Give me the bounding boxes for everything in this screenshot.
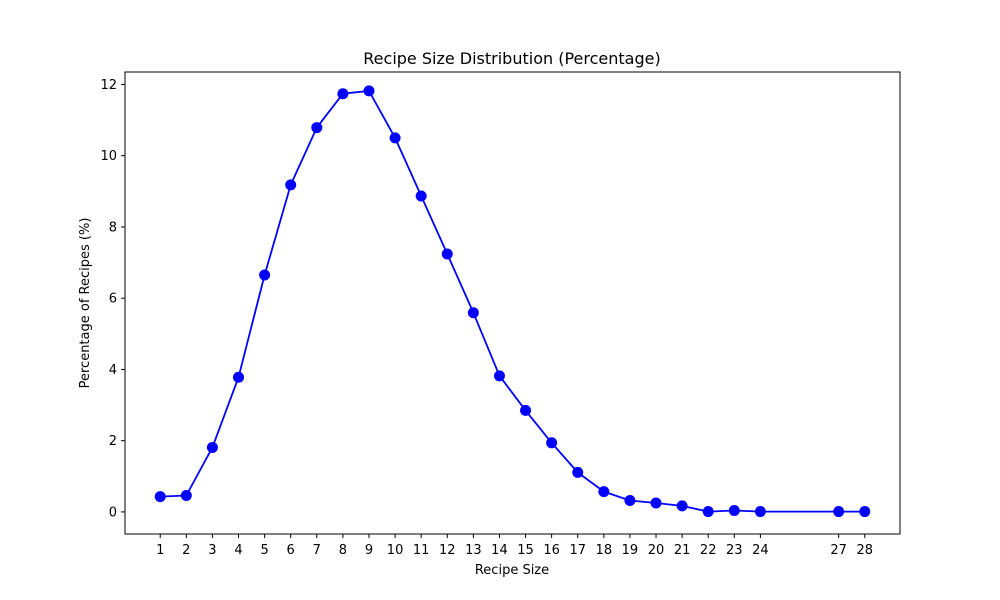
series-group: [154, 85, 871, 518]
x-tick-label: 9: [365, 543, 373, 558]
data-point: [676, 500, 688, 512]
x-tick-label: 8: [339, 543, 347, 558]
x-tick-label: 17: [569, 543, 586, 558]
data-point: [311, 122, 323, 134]
data-point: [859, 506, 871, 518]
plot-area: [124, 71, 901, 535]
x-tick-label: 6: [287, 543, 295, 558]
x-tick-label: 1: [156, 543, 164, 558]
data-point: [520, 404, 532, 416]
x-tick-label: 27: [830, 543, 847, 558]
x-tick-label: 28: [856, 543, 873, 558]
x-tick-label: 15: [517, 543, 534, 558]
x-tick-label: 23: [726, 543, 743, 558]
x-tick-label: 20: [648, 543, 665, 558]
y-tick-label: 8: [109, 220, 117, 235]
x-axis-label: Recipe Size: [475, 563, 549, 578]
y-axis-label: Percentage of Recipes (%): [78, 218, 93, 389]
data-point: [180, 490, 192, 502]
data-point: [337, 88, 349, 100]
x-axis: 1 2 3 4 5 6 7 8 9 10 11 12 13 14 15 16 17 18 19 20 21 22 23 24 2…: [156, 534, 873, 558]
data-point: [259, 269, 271, 281]
data-point: [650, 497, 662, 509]
x-tick-label: 4: [234, 543, 242, 558]
y-tick-label: 0: [109, 505, 117, 520]
data-point: [441, 248, 453, 260]
data-point: [285, 179, 297, 191]
data-point: [154, 491, 166, 503]
data-point: [546, 437, 558, 449]
x-tick-label: 10: [387, 543, 404, 558]
x-tick-label: 3: [208, 543, 216, 558]
data-point: [754, 506, 766, 518]
y-tick-label: 12: [100, 78, 117, 93]
data-point: [389, 132, 401, 144]
y-tick-label: 10: [100, 149, 117, 164]
x-tick-label: 14: [491, 543, 508, 558]
x-tick-label: 16: [543, 543, 560, 558]
x-tick-label: 19: [622, 543, 639, 558]
y-axis: 0 2 4 6 8 10 12: [100, 78, 125, 520]
y-tick-label: 4: [109, 363, 117, 378]
x-tick-label: 12: [439, 543, 456, 558]
data-point: [598, 486, 610, 498]
data-point: [467, 307, 479, 319]
data-point: [493, 370, 505, 382]
data-point: [363, 85, 375, 97]
data-point: [206, 441, 218, 453]
data-point: [572, 466, 584, 478]
x-tick-label: 11: [413, 543, 430, 558]
data-point: [233, 371, 245, 383]
data-point: [415, 190, 427, 202]
x-tick-label: 22: [700, 543, 717, 558]
data-point: [624, 495, 636, 507]
x-tick-label: 21: [674, 543, 691, 558]
x-tick-label: 24: [752, 543, 769, 558]
x-tick-label: 2: [182, 543, 190, 558]
x-tick-label: 13: [465, 543, 482, 558]
chart-title: Recipe Size Distribution (Percentage): [363, 49, 660, 68]
data-point: [702, 506, 714, 518]
x-tick-label: 7: [313, 543, 321, 558]
series-line: [160, 90, 865, 513]
x-tick-label: 18: [596, 543, 613, 558]
data-point: [833, 506, 845, 518]
x-tick-label: 5: [260, 543, 268, 558]
y-tick-label: 2: [109, 434, 117, 449]
y-tick-label: 6: [109, 292, 117, 307]
data-point: [728, 504, 740, 516]
